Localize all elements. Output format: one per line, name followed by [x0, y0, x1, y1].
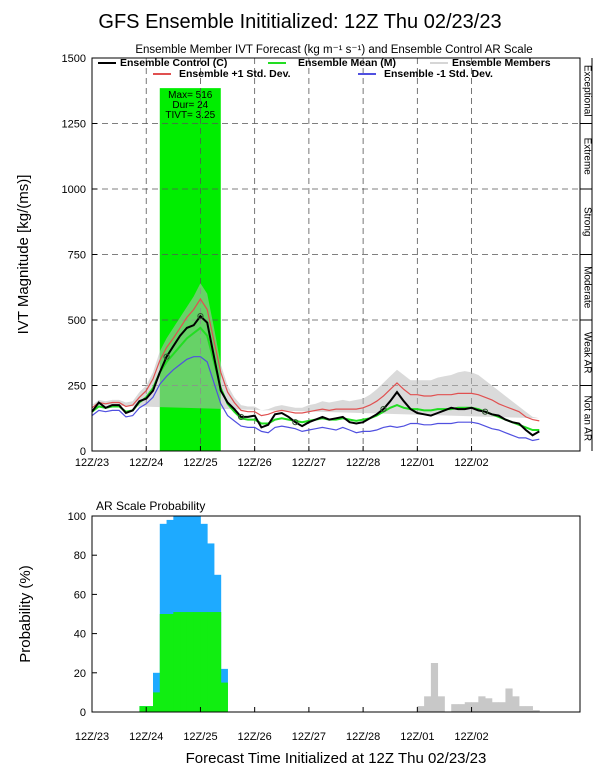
xtick-label: 12Z/23 [75, 457, 109, 469]
prob-bar-not-an-ar [512, 696, 520, 712]
control-marker [482, 408, 489, 415]
prob-bar-not-an-ar [424, 696, 432, 712]
prob-xtick-label: 12Z/26 [238, 731, 272, 743]
prob-bar-not-an-ar [478, 696, 486, 712]
xtick-label: 12Z/27 [292, 457, 326, 469]
prob-ytick-label: 100 [68, 511, 86, 523]
prob-bar-not-an-ar [519, 706, 527, 712]
y-axis-label: IVT Magnitude [kg/(ms)] [15, 175, 32, 335]
xtick-label: 12Z/24 [129, 457, 163, 469]
control-marker [163, 353, 170, 360]
ytick-label: 250 [68, 381, 86, 393]
ytick-label: 0 [80, 446, 86, 458]
prob-bar-not-an-ar [451, 704, 459, 712]
series-line-ensemble-1-std-dev- [91, 356, 540, 442]
ytick-label: 750 [68, 250, 86, 262]
prob-bar-not-an-ar [485, 698, 493, 712]
prob-bar-moderate [220, 682, 228, 712]
ar-scale-label: Strong [581, 207, 592, 236]
prob-bar-not-an-ar [430, 663, 439, 712]
xtick-label: 12Z/02 [454, 457, 488, 469]
prob-bar-not-an-ar [437, 696, 445, 712]
control-marker [197, 312, 204, 320]
series-line-ensemble-1-std-dev- [91, 297, 540, 422]
control-marker [380, 405, 387, 413]
prob-ytick-label: 0 [80, 707, 86, 719]
prob-bar-moderate [207, 612, 215, 712]
prob-xtick-label: 12Z/27 [292, 731, 326, 743]
prob-xtick-label: 12Z/28 [346, 731, 380, 743]
prob-bar-not-an-ar [458, 704, 466, 712]
prob-bar-not-an-ar [491, 702, 500, 712]
prob-bar-moderate [159, 614, 167, 712]
prob-bar-moderate [186, 612, 195, 712]
prob-bar-moderate [200, 612, 208, 712]
ar-scale-label: Extreme [581, 138, 592, 176]
prob-xtick-label: 12Z/25 [183, 731, 217, 743]
footer-xlabel: Forecast Time Initialized at 12Z Thu 02/… [186, 750, 487, 767]
prob-plot-frame [91, 515, 581, 713]
prob-bar-moderate [214, 612, 222, 712]
ar-scale-label: Moderate [581, 266, 592, 309]
prob-bar-moderate [193, 612, 201, 712]
control-marker [238, 413, 245, 421]
ar-event-duration: Dur= 24 [172, 100, 208, 111]
xtick-label: 12Z/01 [400, 457, 434, 469]
ytick-label: 1250 [62, 119, 86, 131]
xtick-label: 12Z/28 [346, 457, 380, 469]
ytick-label: 1500 [62, 53, 86, 65]
ar-probability-panel: 0 20 40 60 80 100 12Z/23 12Z/24 12Z/25 12Z/26 12Z/… [17, 511, 581, 743]
prob-y-axis-label: Probability (%) [17, 565, 34, 663]
prob-ytick-label: 20 [74, 668, 86, 680]
prob-bar-not-an-ar [532, 710, 540, 712]
page-title: GFS Ensemble Inititialized: 12Z Thu 02/2… [98, 11, 501, 33]
prob-xtick-label: 12Z/24 [129, 731, 163, 743]
legend-label: Ensemble +1 Std. Dev. [179, 68, 291, 80]
prob-bar-moderate [173, 612, 181, 712]
legend-label: Ensemble -1 Std. Dev. [384, 68, 493, 80]
ar-event-max: Max= 516 [168, 90, 213, 101]
legend-label: Ensemble Control (C) [120, 57, 227, 69]
prob-xtick-label: 12Z/02 [454, 731, 488, 743]
prob-bar-moderate [153, 692, 161, 712]
prob-bar-moderate [166, 614, 174, 712]
legend-label: Ensemble Members [452, 57, 551, 69]
prob-bar-not-an-ar [471, 702, 479, 712]
prob-bar-moderate [180, 612, 188, 712]
prob-ytick-label: 40 [74, 629, 86, 641]
prob-ytick-label: 60 [74, 589, 86, 601]
ar-scale-label: Weak AR [581, 332, 592, 374]
bottom-chart-title: AR Scale Probability [96, 499, 205, 513]
prob-bar-moderate [146, 706, 154, 712]
prob-bar-moderate [139, 706, 147, 712]
prob-bar-not-an-ar [498, 702, 506, 712]
ar-scale-label: Exceptional [581, 65, 592, 117]
ar-scale-label: Not an AR [581, 395, 592, 441]
xtick-label: 12Z/26 [238, 457, 272, 469]
ensemble-member-spread [92, 283, 540, 419]
control-marker [292, 419, 299, 426]
ar-event-tivt: TIVT= 3.25 [165, 110, 215, 121]
top-chart-title: Ensemble Member IVT Forecast (kg m⁻¹ s⁻¹… [135, 44, 532, 56]
ytick-label: 500 [68, 315, 86, 327]
legend-label: Ensemble Mean (M) [298, 57, 396, 69]
prob-bar-not-an-ar [464, 702, 472, 712]
prob-ytick-label: 80 [74, 550, 86, 562]
xtick-label: 12Z/25 [183, 457, 217, 469]
prob-xtick-label: 12Z/23 [75, 731, 109, 743]
prob-bar-not-an-ar [417, 706, 425, 712]
prob-bar-not-an-ar [525, 706, 533, 712]
series-line-ensemble-control-c- [91, 314, 540, 437]
prob-bar-not-an-ar [505, 688, 513, 712]
ytick-label: 1000 [62, 184, 86, 196]
prob-xtick-label: 12Z/01 [400, 731, 434, 743]
